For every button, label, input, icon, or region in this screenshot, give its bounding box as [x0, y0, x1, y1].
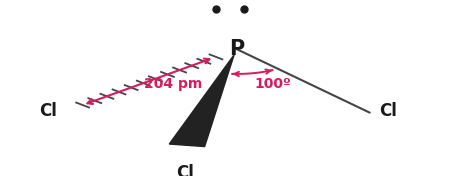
Polygon shape	[169, 55, 234, 147]
Text: Cl: Cl	[176, 164, 194, 176]
Text: Cl: Cl	[379, 102, 397, 120]
Text: 100º: 100º	[254, 77, 291, 91]
Text: 204 pm: 204 pm	[144, 77, 202, 91]
Text: P: P	[229, 39, 245, 59]
Text: Cl: Cl	[39, 102, 57, 120]
